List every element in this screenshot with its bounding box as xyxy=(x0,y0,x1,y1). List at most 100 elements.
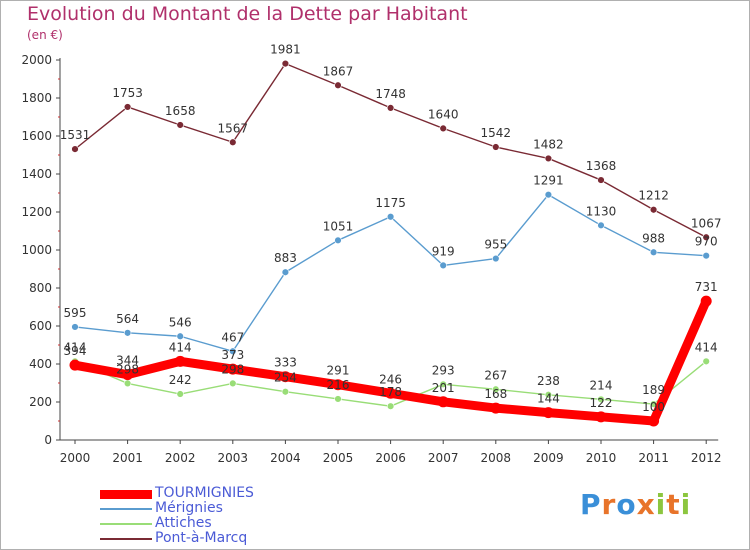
data-label-tourmignies: 144 xyxy=(537,392,560,406)
x-tick-label: 2000 xyxy=(60,451,91,465)
data-label-tourmignies: 344 xyxy=(116,354,139,368)
data-point-pont-a-marcq xyxy=(439,124,447,133)
legend-swatch xyxy=(100,538,152,540)
y-tick-label: 1400 xyxy=(21,167,52,181)
data-point-attiches xyxy=(597,395,605,404)
data-label-pont-a-marcq: 1542 xyxy=(481,126,512,140)
data-label-attiches: 414 xyxy=(695,340,718,354)
data-point-merignies xyxy=(386,213,395,221)
data-point-pont-a-marcq xyxy=(386,104,395,112)
data-point-tourmignies xyxy=(122,369,134,381)
data-point-pont-a-marcq xyxy=(702,233,710,241)
data-point-attiches xyxy=(544,391,553,399)
data-label-merignies: 919 xyxy=(432,244,455,258)
data-point-attiches xyxy=(229,379,237,388)
data-label-attiches: 189 xyxy=(642,383,665,397)
data-point-merignies xyxy=(71,323,79,331)
data-point-tourmignies xyxy=(279,371,291,383)
data-point-merignies xyxy=(281,268,290,276)
data-label-pont-a-marcq: 1212 xyxy=(638,189,669,203)
y-tick-label: 2000 xyxy=(21,53,52,67)
data-point-pont-a-marcq xyxy=(597,176,605,184)
data-point-tourmignies xyxy=(648,415,660,427)
data-label-pont-a-marcq: 1753 xyxy=(112,86,143,100)
data-point-tourmignies xyxy=(69,359,81,371)
legend-swatch xyxy=(100,523,152,525)
legend-label: Attiches xyxy=(155,515,212,531)
data-label-tourmignies: 394 xyxy=(64,344,87,358)
legend-label: Mérignies xyxy=(155,500,223,516)
data-point-merignies xyxy=(492,254,500,263)
data-label-pont-a-marcq: 1567 xyxy=(218,121,249,135)
data-label-merignies: 467 xyxy=(221,330,244,344)
data-point-pont-a-marcq xyxy=(71,145,79,153)
y-tick-label: 1800 xyxy=(21,91,52,105)
data-point-merignies xyxy=(649,248,658,256)
data-label-attiches: 414 xyxy=(64,340,87,354)
data-point-merignies xyxy=(597,221,605,230)
legend-swatch xyxy=(100,508,152,510)
data-point-tourmignies xyxy=(542,407,554,419)
data-point-attiches xyxy=(123,379,132,388)
data-label-attiches: 178 xyxy=(379,385,402,399)
data-label-merignies: 970 xyxy=(695,235,718,249)
legend-swatch xyxy=(100,490,152,499)
data-label-attiches: 242 xyxy=(169,373,192,387)
data-point-merignies xyxy=(544,191,553,199)
data-label-merignies: 546 xyxy=(169,315,192,329)
data-point-attiches xyxy=(439,380,447,389)
x-tick-label: 2002 xyxy=(165,451,196,465)
data-label-pont-a-marcq: 1658 xyxy=(165,104,196,118)
chart-axes: 0 200 400 600 800 1000 1200 1400 1600 1800 2000 200… xyxy=(21,53,721,465)
legend-label: TOURMIGNIES xyxy=(155,485,254,501)
data-label-attiches: 238 xyxy=(537,374,560,388)
x-tick-label: 2008 xyxy=(481,451,512,465)
data-point-merignies xyxy=(176,332,184,340)
data-point-merignies xyxy=(123,329,132,337)
data-label-pont-a-marcq: 1368 xyxy=(586,159,617,173)
chart-subtitle: (en €) xyxy=(27,28,63,42)
data-label-pont-a-marcq: 1531 xyxy=(60,128,91,142)
data-point-tourmignies xyxy=(700,295,712,307)
data-label-tourmignies: 201 xyxy=(432,381,455,395)
y-tick-label: 0 xyxy=(44,433,52,447)
data-label-attiches: 298 xyxy=(116,362,139,376)
data-point-attiches xyxy=(334,395,342,403)
x-tick-label: 2004 xyxy=(270,451,301,465)
data-label-tourmignies: 333 xyxy=(274,356,297,370)
data-label-merignies: 1175 xyxy=(375,196,406,210)
data-label-pont-a-marcq: 1067 xyxy=(691,216,722,230)
data-point-merignies xyxy=(702,252,710,260)
y-tick-label: 1200 xyxy=(21,205,52,219)
data-point-merignies xyxy=(439,261,447,270)
data-point-pont-a-marcq xyxy=(492,143,500,151)
x-tick-label: 2011 xyxy=(638,451,669,465)
y-tick-label: 1000 xyxy=(21,243,52,257)
chart-title: Evolution du Montant de la Dette par Hab… xyxy=(27,3,468,25)
data-point-tourmignies xyxy=(385,387,397,399)
data-point-pont-a-marcq xyxy=(281,59,290,68)
legend-label: Pont-à-Marcq xyxy=(155,530,248,546)
data-point-tourmignies xyxy=(490,402,502,414)
data-point-tourmignies xyxy=(595,411,607,423)
x-tick-label: 2006 xyxy=(375,451,406,465)
data-point-attiches xyxy=(281,388,290,396)
data-label-tourmignies: 373 xyxy=(221,348,244,362)
data-label-tourmignies: 291 xyxy=(327,364,350,378)
data-point-pont-a-marcq xyxy=(649,206,658,214)
data-point-pont-a-marcq xyxy=(229,138,237,146)
y-tick-label: 800 xyxy=(29,281,52,295)
data-point-tourmignies xyxy=(437,396,449,408)
data-label-tourmignies: 100 xyxy=(642,400,665,414)
data-point-attiches xyxy=(492,385,500,393)
x-tick-label: 2009 xyxy=(533,451,564,465)
brand-logo: Proxiti xyxy=(580,488,692,521)
data-label-tourmignies: 246 xyxy=(379,372,402,386)
data-label-pont-a-marcq: 1748 xyxy=(375,87,406,101)
x-tick-label: 2012 xyxy=(691,451,722,465)
data-point-tourmignies xyxy=(332,379,344,391)
x-tick-label: 2003 xyxy=(218,451,249,465)
data-point-pont-a-marcq xyxy=(544,154,553,163)
